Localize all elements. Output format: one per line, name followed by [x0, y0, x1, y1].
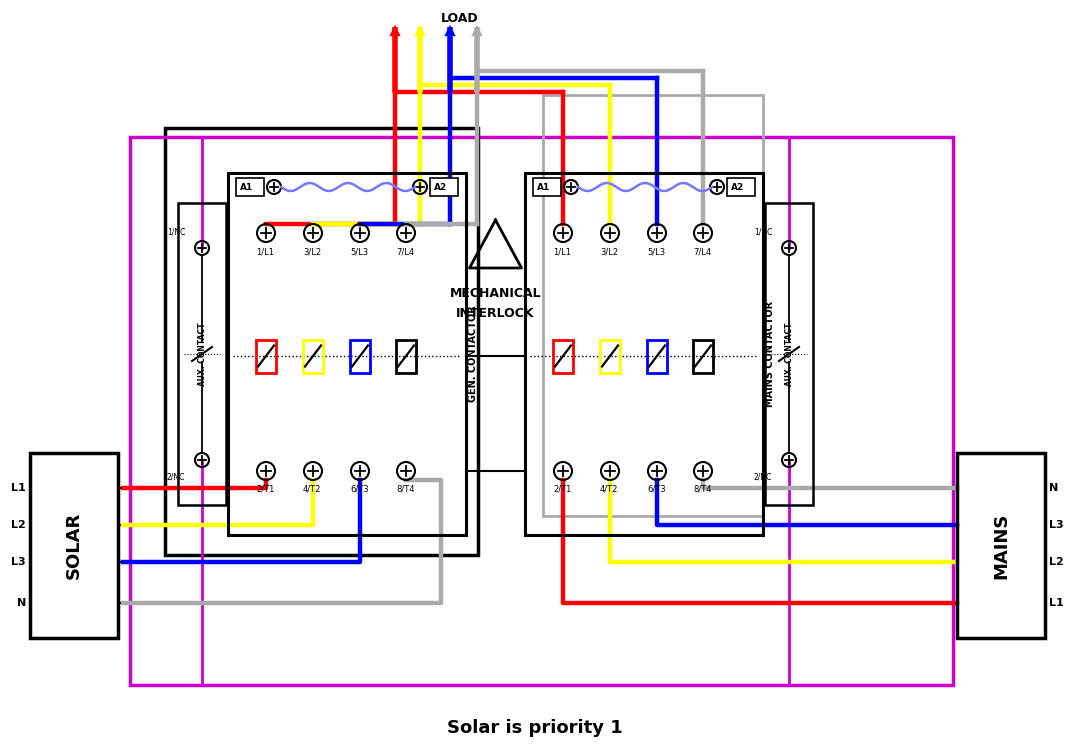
Text: A2: A2 — [731, 183, 744, 191]
Text: 2/NC: 2/NC — [754, 473, 772, 482]
Bar — [236, 178, 263, 196]
Bar — [350, 340, 369, 372]
Text: 1/NC: 1/NC — [754, 227, 772, 236]
Text: MAINS CONTACTOR: MAINS CONTACTOR — [765, 301, 775, 407]
Text: A1: A1 — [537, 183, 550, 191]
Bar — [957, 453, 1045, 638]
Text: N: N — [17, 598, 26, 608]
Text: A2: A2 — [434, 183, 448, 191]
Text: 1/L1: 1/L1 — [553, 247, 571, 256]
Text: 5/L3: 5/L3 — [647, 247, 665, 256]
Bar — [130, 137, 953, 685]
Text: 2/NC: 2/NC — [167, 473, 185, 482]
Text: LOAD: LOAD — [441, 12, 479, 25]
Text: 2/T1: 2/T1 — [553, 485, 571, 494]
Text: 3/L2: 3/L2 — [303, 247, 321, 256]
Text: 1/L1: 1/L1 — [256, 247, 274, 256]
Text: 7/L4: 7/L4 — [693, 247, 711, 256]
Text: 4/T2: 4/T2 — [600, 485, 618, 494]
Bar — [533, 178, 561, 196]
Text: L3: L3 — [1049, 520, 1064, 530]
Text: 7/L4: 7/L4 — [396, 247, 414, 256]
Text: N: N — [1049, 483, 1058, 493]
Text: 6/T3: 6/T3 — [647, 485, 665, 494]
Text: L1: L1 — [12, 483, 26, 493]
Bar — [600, 340, 620, 372]
Text: 8/T4: 8/T4 — [396, 485, 414, 494]
Bar — [693, 340, 713, 372]
Text: AUX. CONTACT: AUX. CONTACT — [197, 323, 207, 386]
Bar — [178, 203, 226, 505]
Bar — [228, 173, 466, 535]
Text: L1: L1 — [1049, 598, 1064, 608]
Text: AUX. CONTACT: AUX. CONTACT — [784, 323, 794, 386]
Text: L2: L2 — [1049, 557, 1064, 567]
Text: 3/L2: 3/L2 — [600, 247, 618, 256]
Text: INTERLOCK: INTERLOCK — [456, 306, 534, 320]
Bar — [429, 178, 458, 196]
Bar — [543, 95, 763, 516]
Text: Solar is priority 1: Solar is priority 1 — [447, 719, 623, 737]
Bar — [165, 128, 478, 555]
Text: L2: L2 — [12, 520, 26, 530]
Bar — [30, 453, 118, 638]
Text: 6/T3: 6/T3 — [350, 485, 368, 494]
Text: GEN. CONTACTOR: GEN. CONTACTOR — [468, 305, 478, 402]
Text: 5/L3: 5/L3 — [350, 247, 368, 256]
Text: MECHANICAL: MECHANICAL — [450, 287, 541, 299]
Text: 2/T1: 2/T1 — [256, 485, 274, 494]
Text: MAINS: MAINS — [992, 513, 1010, 579]
Text: SOLAR: SOLAR — [65, 512, 82, 579]
Bar — [256, 340, 276, 372]
Bar — [303, 340, 323, 372]
Bar — [647, 340, 667, 372]
Text: A1: A1 — [240, 183, 253, 191]
Text: 1/NC: 1/NC — [167, 227, 185, 236]
Bar — [553, 340, 573, 372]
Text: L3: L3 — [12, 557, 26, 567]
Bar — [765, 203, 813, 505]
Bar — [525, 173, 763, 535]
Bar — [396, 340, 416, 372]
Bar — [727, 178, 755, 196]
Text: 4/T2: 4/T2 — [303, 485, 321, 494]
Text: 8/T4: 8/T4 — [693, 485, 711, 494]
